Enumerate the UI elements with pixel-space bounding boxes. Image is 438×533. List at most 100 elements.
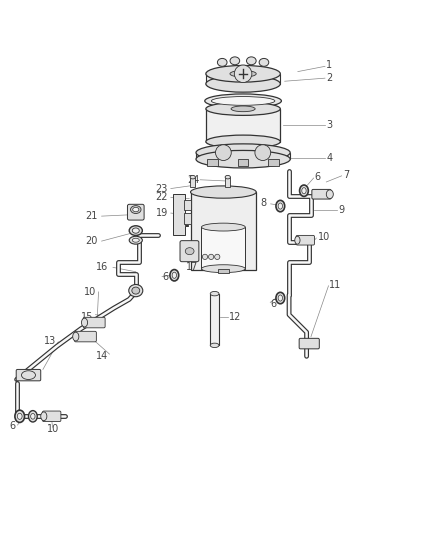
Ellipse shape [129, 226, 142, 236]
Ellipse shape [247, 57, 256, 64]
Ellipse shape [170, 270, 179, 281]
Polygon shape [201, 227, 245, 269]
Ellipse shape [276, 292, 285, 304]
Circle shape [234, 65, 252, 83]
Ellipse shape [15, 410, 25, 423]
Ellipse shape [225, 175, 230, 179]
Text: 2: 2 [326, 73, 332, 83]
Text: 10: 10 [318, 232, 330, 242]
Ellipse shape [231, 106, 255, 112]
Ellipse shape [131, 206, 141, 214]
Text: 16: 16 [96, 262, 109, 272]
Ellipse shape [201, 223, 245, 231]
Ellipse shape [230, 70, 256, 77]
FancyBboxPatch shape [74, 332, 96, 342]
FancyBboxPatch shape [312, 189, 331, 199]
Text: 22: 22 [155, 192, 168, 203]
FancyBboxPatch shape [83, 317, 105, 328]
Text: 6: 6 [10, 422, 16, 431]
Ellipse shape [196, 144, 290, 161]
Text: 19: 19 [155, 208, 168, 218]
Ellipse shape [133, 207, 139, 212]
Text: 6: 6 [314, 172, 321, 182]
Ellipse shape [81, 318, 88, 327]
Text: 12: 12 [229, 312, 241, 322]
Circle shape [202, 254, 208, 260]
Ellipse shape [21, 371, 35, 379]
Text: 21: 21 [85, 211, 98, 221]
FancyBboxPatch shape [127, 204, 144, 220]
FancyBboxPatch shape [299, 338, 319, 349]
Ellipse shape [132, 228, 139, 233]
Text: 6: 6 [271, 298, 277, 309]
Ellipse shape [129, 285, 143, 297]
Ellipse shape [206, 102, 280, 115]
Polygon shape [196, 152, 290, 159]
Ellipse shape [210, 292, 219, 296]
Ellipse shape [201, 265, 245, 273]
Ellipse shape [132, 287, 140, 294]
Text: 6: 6 [162, 272, 168, 282]
Circle shape [215, 145, 231, 160]
Ellipse shape [278, 203, 283, 209]
Ellipse shape [206, 76, 280, 92]
Ellipse shape [18, 413, 22, 419]
Ellipse shape [191, 186, 256, 198]
Text: 18: 18 [181, 249, 193, 259]
Text: 23: 23 [155, 183, 168, 193]
Text: 14: 14 [96, 351, 109, 361]
Ellipse shape [217, 59, 227, 66]
Text: 24: 24 [187, 175, 200, 185]
FancyBboxPatch shape [42, 411, 61, 422]
Ellipse shape [276, 200, 285, 212]
Text: 3: 3 [326, 120, 332, 130]
Ellipse shape [206, 66, 280, 82]
Text: 15: 15 [81, 312, 93, 322]
Text: 7: 7 [343, 169, 349, 180]
Ellipse shape [185, 248, 194, 255]
Ellipse shape [300, 185, 308, 197]
Ellipse shape [172, 272, 177, 278]
Text: 17: 17 [186, 262, 198, 271]
Text: 9: 9 [339, 205, 345, 215]
Ellipse shape [31, 414, 35, 419]
Ellipse shape [132, 238, 139, 242]
FancyBboxPatch shape [296, 236, 314, 245]
Ellipse shape [206, 135, 280, 148]
Polygon shape [210, 294, 219, 345]
Ellipse shape [41, 412, 47, 421]
Polygon shape [206, 74, 280, 84]
Polygon shape [218, 269, 229, 273]
Polygon shape [190, 177, 195, 187]
FancyBboxPatch shape [16, 369, 41, 381]
Text: 20: 20 [85, 236, 98, 246]
Circle shape [215, 254, 220, 260]
Polygon shape [173, 194, 188, 235]
Polygon shape [184, 200, 191, 211]
Ellipse shape [129, 236, 142, 244]
Text: 10: 10 [84, 287, 96, 297]
Ellipse shape [73, 332, 79, 341]
Ellipse shape [295, 236, 300, 244]
Circle shape [208, 254, 214, 260]
Ellipse shape [230, 57, 240, 64]
Circle shape [255, 145, 271, 160]
Ellipse shape [259, 59, 269, 66]
Text: 13: 13 [44, 336, 56, 346]
Polygon shape [225, 177, 230, 187]
Polygon shape [207, 159, 218, 166]
Ellipse shape [302, 188, 306, 194]
Ellipse shape [205, 94, 281, 108]
Ellipse shape [278, 295, 283, 301]
Text: 1: 1 [326, 60, 332, 70]
Polygon shape [191, 192, 256, 270]
FancyBboxPatch shape [180, 241, 199, 262]
Text: 8: 8 [260, 198, 266, 208]
Polygon shape [206, 109, 280, 142]
Ellipse shape [212, 96, 275, 106]
Polygon shape [184, 213, 191, 223]
Text: 11: 11 [329, 280, 342, 290]
Polygon shape [268, 159, 279, 166]
Ellipse shape [326, 190, 333, 199]
Text: 4: 4 [326, 153, 332, 163]
